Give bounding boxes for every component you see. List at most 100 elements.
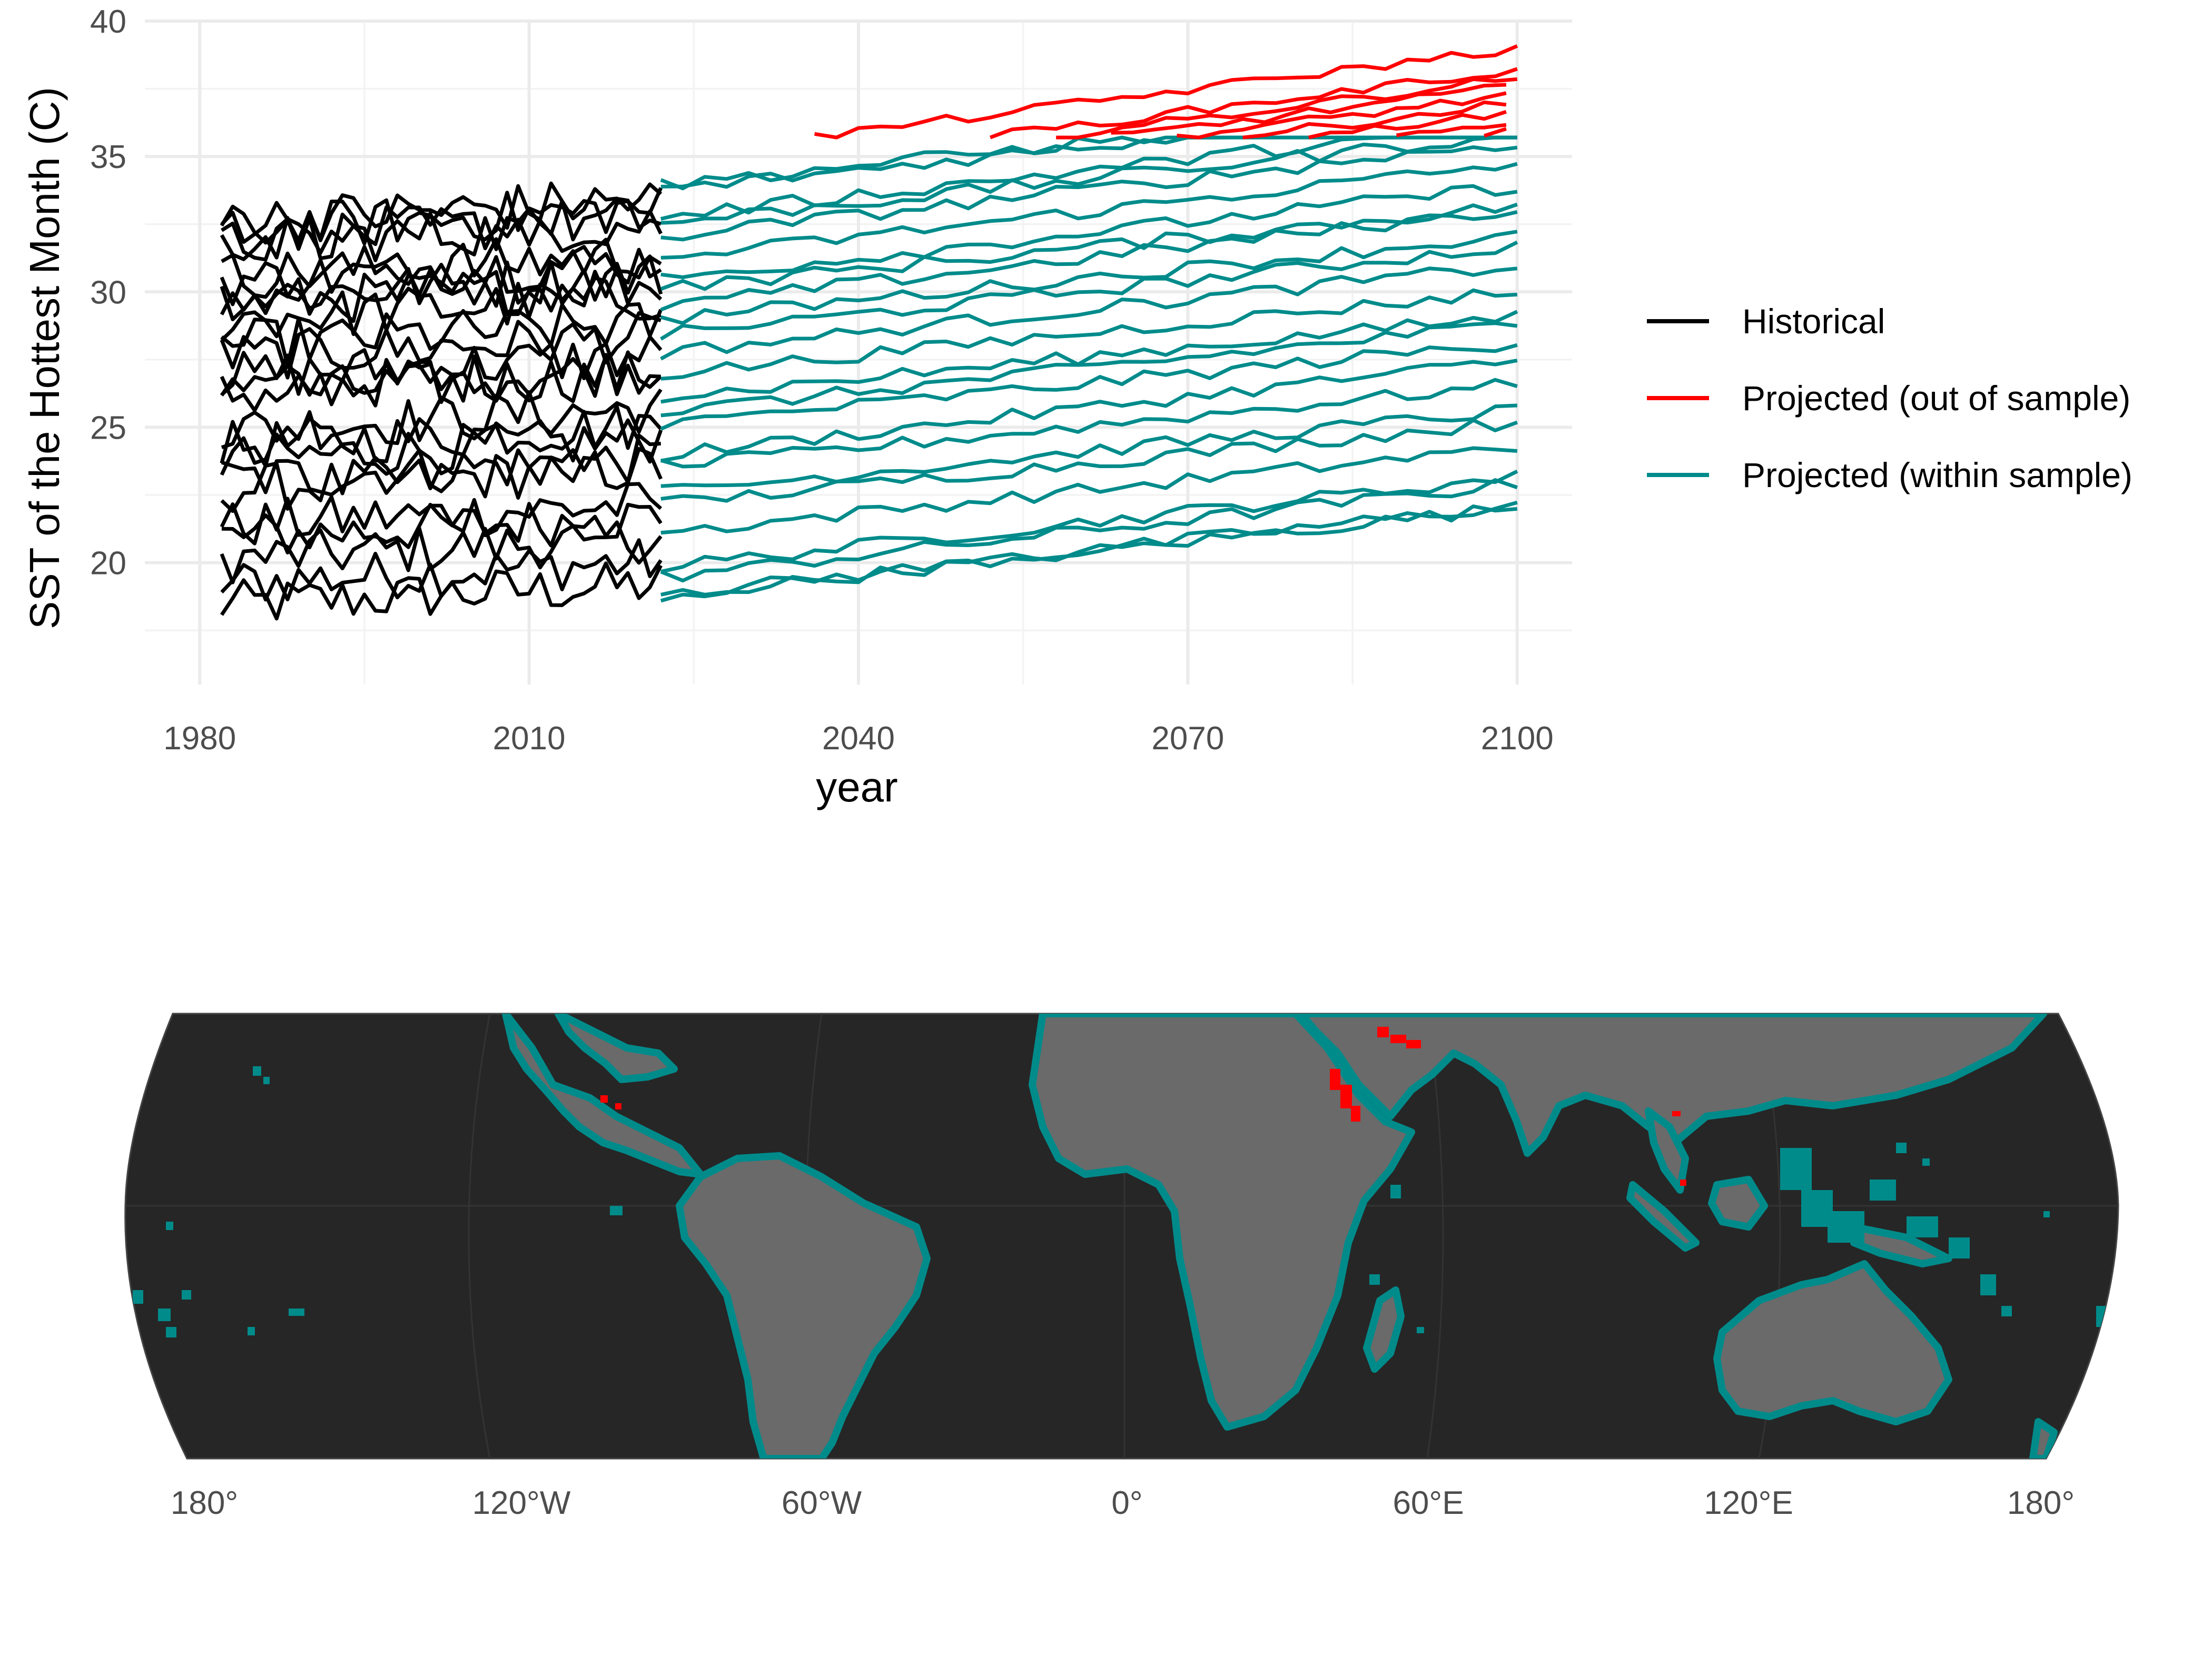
projected-out-of-sample-line [1177, 91, 1507, 140]
y-tick-label: 30 [90, 274, 126, 311]
legend-item-historical: Historical [1647, 302, 1885, 341]
historical-line [220, 353, 661, 408]
land-southeast-asia [1645, 1107, 1689, 1194]
projected-out-of-sample-lines [814, 44, 1518, 140]
projected-within-line [660, 378, 1518, 469]
land-south-america [676, 1152, 931, 1459]
projected-within-line [660, 202, 1518, 291]
map-longitude-label: 60°E [1393, 1485, 1464, 1521]
projected-within-line [660, 469, 1518, 573]
red-sea-cell [1340, 1085, 1352, 1108]
land-australia [1713, 1260, 1952, 1425]
red-sea-cell [1351, 1106, 1360, 1122]
y-axis-tick-labels: 20 25 30 35 40 [90, 4, 126, 582]
x-tick-label: 1980 [163, 720, 236, 757]
projected-within-line [660, 321, 1518, 418]
map-longitude-label: 120°W [472, 1485, 571, 1521]
legend-label-historical: Historical [1742, 302, 1885, 341]
world-map [124, 1013, 2119, 1460]
projected-within-line [660, 288, 1517, 381]
y-tick-label: 20 [90, 546, 126, 582]
projected-out-of-sample-line [814, 44, 1518, 140]
projected-within-line [660, 478, 1518, 583]
chart-legend: Historical Projected (out of sample) Pro… [1647, 302, 2132, 494]
y-tick-label: 25 [90, 410, 126, 446]
projected-within-line [660, 135, 1517, 191]
projected-within-line [660, 403, 1517, 488]
projected-within-line [660, 359, 1518, 463]
map-longitude-label: 180° [171, 1485, 238, 1521]
historical-line [220, 302, 663, 368]
historical-line [221, 502, 663, 554]
projected-within-line [660, 230, 1518, 325]
historical-line [221, 433, 661, 497]
projected-within-line [660, 135, 1517, 225]
land-north-america-upper [555, 1014, 678, 1083]
map-land [502, 1014, 2058, 1459]
legend-item-within-sample: Projected (within sample) [1647, 455, 2132, 494]
land-sumatra [1626, 1181, 1700, 1252]
historical-line [220, 181, 663, 244]
projected-within-line [660, 418, 1518, 503]
land-new-zealand [2029, 1418, 2058, 1459]
projected-within-line [660, 310, 1518, 404]
historical-line [221, 207, 663, 262]
gulf-thailand-cell [1680, 1180, 1686, 1186]
projected-out-of-sample-line [989, 67, 1518, 140]
land-africa [1029, 1014, 1415, 1431]
historical-line [220, 514, 663, 584]
projected-within-line [660, 343, 1518, 431]
map-longitude-label: 120°E [1704, 1485, 1793, 1521]
historical-line [220, 245, 662, 306]
gulf-thailand-cell [1672, 1111, 1681, 1116]
historical-line [220, 335, 663, 397]
persian-gulf-cell [1406, 1040, 1421, 1048]
y-tick-label: 35 [90, 139, 126, 175]
historical-line [220, 254, 663, 321]
historical-line [220, 447, 663, 513]
projected-out-of-sample-line [1242, 100, 1507, 140]
historical-line [220, 482, 663, 546]
legend-item-out-of-sample: Projected (out of sample) [1647, 379, 2130, 418]
gulf-california-cell [615, 1103, 621, 1109]
projected-within-sample-lines [659, 135, 1518, 603]
chart-grid [145, 19, 1572, 685]
x-tick-label: 2100 [1481, 720, 1554, 757]
legend-label-within-sample: Projected (within sample) [1742, 455, 2132, 494]
projected-within-line [660, 210, 1518, 312]
map-longitude-label: 180° [2007, 1485, 2075, 1521]
projected-within-line [660, 184, 1518, 279]
projected-out-of-sample-line [1396, 123, 1507, 137]
projected-out-of-sample-line [1056, 77, 1518, 140]
legend-label-out-of-sample: Projected (out of sample) [1742, 379, 2130, 418]
gulf-california-cell [600, 1095, 608, 1103]
historical-line [221, 237, 662, 299]
persian-gulf-cell [1377, 1027, 1389, 1037]
y-axis-title: SST of the Hottest Month (C) [21, 87, 68, 629]
historical-line [220, 404, 663, 468]
land-north-america [502, 1014, 704, 1178]
land-madagascar [1363, 1286, 1405, 1373]
map-out-of-sample-cells [600, 1027, 1686, 1186]
projected-out-of-sample-line [1111, 83, 1507, 135]
projected-within-line [660, 446, 1518, 535]
projected-within-line [660, 500, 1518, 603]
x-tick-label: 2010 [493, 720, 566, 757]
projected-within-line [659, 240, 1518, 341]
persian-gulf-cell [1390, 1035, 1406, 1043]
projected-within-line [660, 266, 1518, 361]
land-eurasia [1297, 1014, 2047, 1157]
historical-line [220, 418, 663, 476]
map-longitude-label: 0° [1111, 1485, 1142, 1521]
x-tick-label: 2040 [822, 720, 895, 757]
line-chart-plot-area [145, 19, 1572, 685]
map-longitude-labels: 180° 120°W 60°W 0° 60°E 120°E 180° [171, 1485, 2075, 1521]
y-tick-label: 40 [90, 4, 126, 40]
red-sea-cell [1330, 1069, 1340, 1090]
x-axis-title: year [816, 764, 898, 810]
projected-within-line [660, 145, 1518, 242]
projected-out-of-sample-line [1484, 127, 1507, 138]
map-longitude-label: 60°W [782, 1485, 862, 1521]
projected-within-line [660, 162, 1518, 260]
map-within-sample-cells [133, 1066, 2112, 1337]
